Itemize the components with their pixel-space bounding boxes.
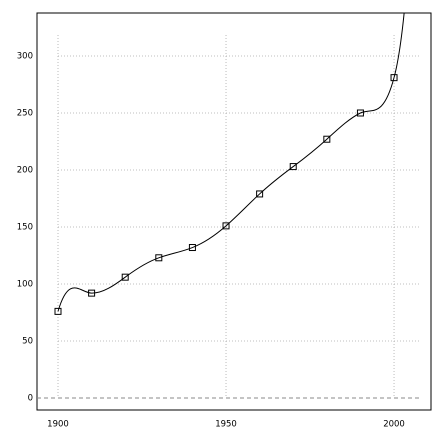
y-tick-label: 50 — [22, 337, 33, 347]
x-tick-label: 1900 — [47, 420, 69, 430]
x-tick-label: 1950 — [215, 420, 237, 430]
point-marker — [289, 163, 297, 171]
point-marker — [155, 254, 163, 262]
y-tick-label: 150 — [17, 223, 33, 233]
point-marker — [222, 222, 230, 230]
point-marker — [256, 190, 264, 198]
curve-extrapolation — [393, 13, 405, 78]
x-tick-label: 2000 — [383, 420, 405, 430]
y-tick-label: 300 — [17, 51, 33, 61]
point-marker — [390, 74, 398, 82]
plot-area — [57, 13, 405, 312]
point-marker — [121, 273, 129, 281]
curve — [57, 77, 395, 312]
point-marker — [323, 135, 331, 143]
y-tick-label: 0 — [28, 394, 33, 404]
plot-frame — [36, 12, 432, 411]
y-tick-label: 200 — [17, 165, 33, 175]
point-marker — [356, 109, 364, 117]
point-marker — [188, 244, 196, 252]
point-marker — [54, 307, 62, 315]
y-tick-label: 100 — [17, 280, 33, 290]
point-marker — [88, 289, 96, 297]
y-tick-label: 250 — [17, 108, 33, 118]
